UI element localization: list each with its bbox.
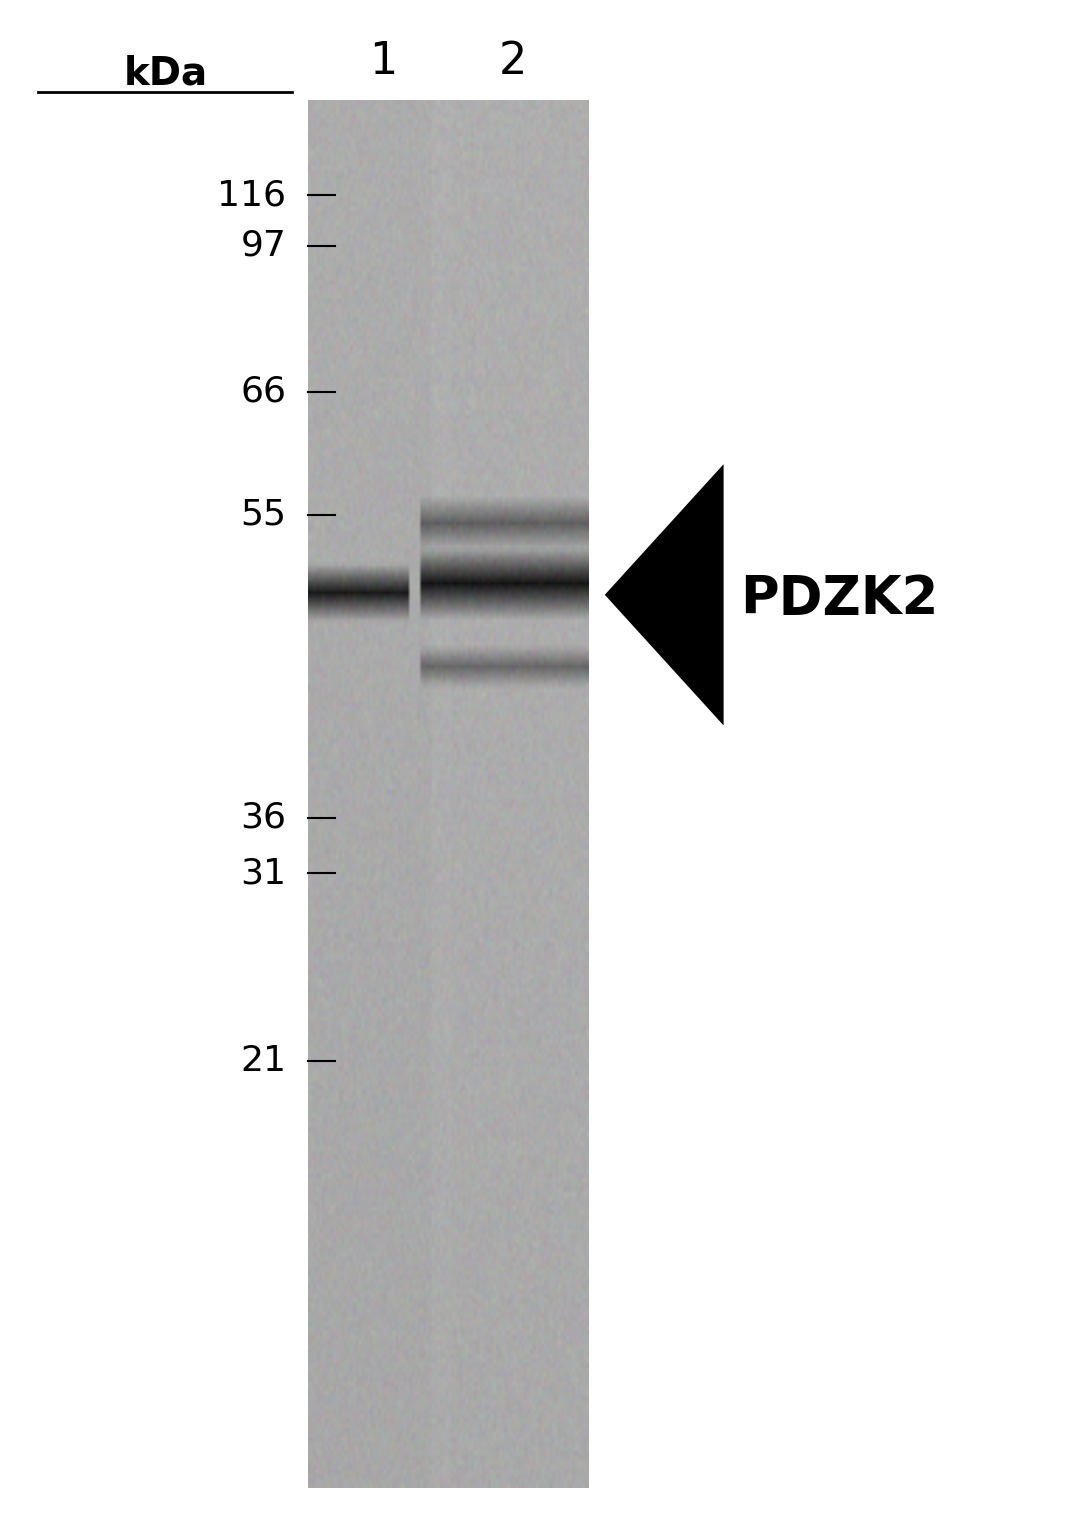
Polygon shape (605, 464, 724, 725)
Text: 2: 2 (499, 40, 527, 83)
Text: 97: 97 (241, 229, 286, 263)
Text: 66: 66 (240, 375, 286, 409)
Text: 36: 36 (240, 801, 286, 835)
Text: 1: 1 (369, 40, 397, 83)
Text: 21: 21 (240, 1044, 286, 1077)
Text: 31: 31 (240, 856, 286, 890)
Text: 116: 116 (217, 178, 286, 212)
Text: kDa: kDa (124, 55, 208, 92)
Text: PDZK2: PDZK2 (740, 573, 939, 626)
Text: 55: 55 (240, 498, 286, 532)
